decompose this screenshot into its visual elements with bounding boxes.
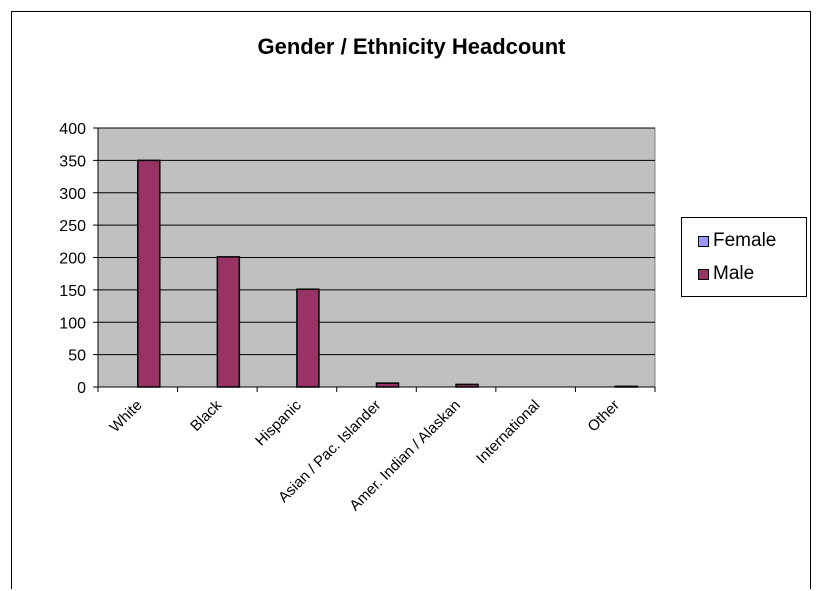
bar-male-3 bbox=[375, 382, 400, 388]
x-tick-label: Other bbox=[584, 397, 623, 436]
legend-label-male: Male bbox=[713, 263, 755, 284]
legend-item-female: Female bbox=[698, 230, 776, 252]
bar-male-1 bbox=[216, 256, 241, 388]
legend-item-male: Male bbox=[698, 263, 754, 285]
bar-male-0 bbox=[137, 159, 161, 388]
y-tick-label: 400 bbox=[59, 121, 86, 138]
y-tick-label: 300 bbox=[59, 186, 86, 203]
y-tick-label: 250 bbox=[59, 218, 86, 235]
chart-legend: Female Male bbox=[681, 217, 807, 297]
y-tick-label: 50 bbox=[68, 348, 86, 365]
bar-male-4 bbox=[455, 383, 479, 388]
legend-label-female: Female bbox=[713, 230, 777, 251]
bar-male-2 bbox=[296, 288, 320, 388]
x-tick-label: White bbox=[106, 397, 145, 436]
x-tick-label: Black bbox=[187, 396, 225, 434]
y-tick-label: 350 bbox=[59, 153, 86, 170]
y-tick-label: 0 bbox=[77, 380, 86, 397]
legend-swatch-male bbox=[698, 268, 709, 280]
legend-swatch-female bbox=[698, 235, 709, 247]
x-tick-label: International bbox=[473, 397, 543, 467]
y-tick-label: 200 bbox=[59, 251, 86, 268]
y-tick-label: 100 bbox=[59, 315, 86, 332]
x-tick-label: Hispanic bbox=[252, 396, 305, 449]
y-tick-label: 150 bbox=[59, 283, 86, 300]
bar-male-6 bbox=[614, 385, 638, 388]
chart-title: Gender / Ethnicity Headcount bbox=[257, 34, 566, 59]
